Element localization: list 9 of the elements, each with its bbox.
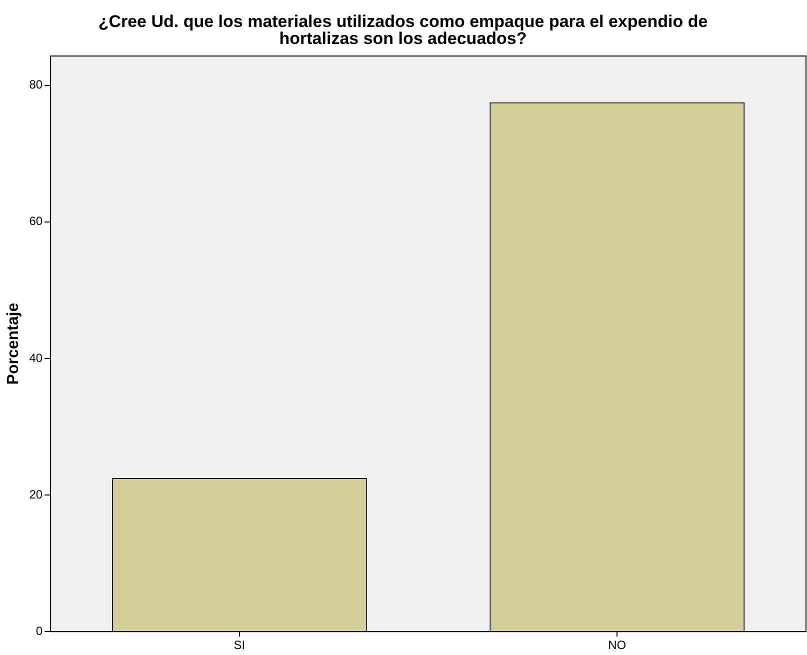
chart-title: ¿Cree Ud. que los materiales utilizados como empaque para el expendio de hortalizas son los adecuados? bbox=[98, 12, 708, 48]
x-tick-label: SI bbox=[234, 638, 246, 652]
y-tick-label: 80 bbox=[29, 78, 43, 92]
y-tick-label: 60 bbox=[29, 214, 43, 228]
y-tick-label: 20 bbox=[29, 487, 43, 502]
x-tick-label: NO bbox=[608, 638, 626, 652]
y-tick-label: 0 bbox=[36, 624, 43, 638]
y-axis-title: Porcentaje bbox=[5, 302, 22, 385]
y-tick-label: 40 bbox=[29, 350, 43, 365]
